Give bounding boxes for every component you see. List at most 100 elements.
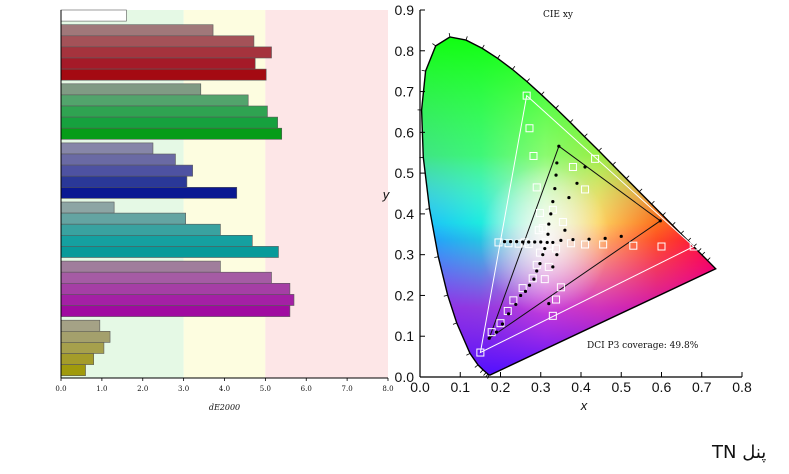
cie-x-tick-label-3: 0.3: [531, 379, 551, 395]
measured-point-17: [514, 302, 518, 307]
measured-point-25: [521, 240, 525, 244]
measured-point-39: [563, 228, 567, 232]
measured-point-36: [583, 165, 587, 169]
reference-target-22: [556, 283, 565, 292]
measured-point-33: [603, 236, 607, 240]
bar-29: [60, 353, 95, 365]
measured-point-40: [555, 253, 559, 257]
cie-x-tick-label-2: 0.2: [491, 379, 511, 395]
measured-point-34: [619, 234, 623, 238]
bar-1: [60, 24, 214, 37]
reference-target-33: [568, 162, 577, 171]
reference-target-39: [558, 218, 567, 227]
reference-target-11: [509, 296, 518, 305]
measured-point-7: [546, 232, 550, 236]
locus-tick-31: [672, 222, 676, 226]
cie-y-tick-label-6: 0.6: [395, 124, 415, 140]
measured-point-22: [502, 240, 507, 244]
locus-tick-17: [481, 44, 485, 49]
bar-5: [60, 68, 267, 81]
bar-14: [60, 175, 188, 188]
locus-tick-28: [639, 188, 643, 192]
cie-y-tick-label-3: 0.3: [395, 247, 415, 263]
locus-tick-27: [625, 175, 630, 179]
locus-tick-5: [474, 364, 479, 368]
locus-tick-3: [483, 372, 487, 376]
measured-point-10: [541, 253, 545, 257]
cie-x-tick-label-4: 0.4: [571, 379, 591, 395]
cie-y-tick-label-9: 0.9: [395, 2, 415, 18]
measured-point-16: [519, 293, 523, 298]
locus-tick-33: [687, 237, 692, 242]
reference-target-29: [599, 240, 608, 249]
measured-point-12: [535, 269, 539, 273]
locus-tick-18: [497, 54, 501, 59]
locus-tick-34: [693, 243, 697, 247]
locus-tick-9: [434, 256, 439, 258]
bar-17: [60, 212, 186, 225]
locus-tick-16: [465, 36, 468, 41]
measured-point-35: [658, 219, 662, 223]
measured-point-14: [527, 283, 532, 287]
reference-target-27: [566, 239, 575, 248]
bar-21: [60, 260, 221, 273]
measured-point-19: [500, 322, 505, 326]
bar-28: [60, 342, 105, 354]
measured-point-15: [523, 289, 528, 293]
bar-x-tick-label-4: 4.0: [219, 385, 230, 393]
locus-tick-30: [662, 212, 666, 216]
reference-target-3: [532, 183, 541, 192]
locus-tick-21: [541, 91, 545, 95]
reference-target-34: [581, 185, 590, 194]
locus-tick-13: [421, 69, 426, 72]
bar-chart-x-label: dE2000: [209, 403, 240, 412]
cie-x-ticks: 0.0 0.1 0.2 0.3 0.4 0.5 0.6 0.7 0.8: [410, 372, 752, 395]
measured-point-13: [532, 277, 536, 281]
bar-26: [60, 319, 101, 332]
cie-y-axis-label: y: [382, 187, 391, 202]
cie-x-tick-label-6: 0.6: [652, 379, 672, 395]
bar-7: [60, 94, 249, 107]
measured-point-11: [538, 262, 542, 266]
cie-x-tick-label-1: 0.1: [451, 379, 471, 395]
bar-0: [60, 9, 127, 22]
measured-point-42: [547, 302, 551, 306]
cie-y-tick-label-2: 0.2: [395, 287, 415, 303]
measured-point-18: [506, 312, 511, 316]
reference-target-13: [496, 319, 505, 328]
measured-point-2: [554, 173, 558, 177]
cie-y-tick-label-0: 0.0: [395, 369, 415, 385]
locus-tick-19: [512, 66, 516, 70]
measured-point-37: [575, 181, 579, 185]
reference-target-4: [535, 209, 544, 218]
cie-y-tick-label-4: 0.4: [395, 206, 415, 222]
bar-16: [60, 201, 115, 214]
locus-tick-23: [569, 119, 574, 123]
measured-point-20: [494, 330, 499, 334]
reference-target-0: [522, 91, 531, 100]
locus-tick-4: [480, 369, 484, 373]
reference-target-17: [504, 239, 513, 248]
zone-2: [265, 10, 388, 378]
bar-19: [60, 235, 253, 247]
measured-point-8: [545, 240, 549, 245]
reference-target-7: [535, 248, 544, 257]
dE2000-bar-chart: 0.0 1.0 2.0 3.0 4.0 5.0 6.0 7.0 8.0 dE2000: [55, 9, 394, 412]
measured-point-5: [549, 212, 553, 216]
cie-x-tick-label-8: 0.8: [732, 379, 752, 395]
bar-8: [60, 105, 268, 118]
measured-point-3: [553, 187, 557, 191]
cie-y-tick-label-8: 0.8: [395, 43, 415, 59]
chromaticity-fill: [421, 37, 716, 375]
bar-x-tick-label-3: 3.0: [178, 385, 189, 393]
reference-target-37: [534, 226, 543, 235]
bar-4: [60, 57, 256, 70]
bar-x-tick-label-6: 6.0: [301, 385, 312, 393]
locus-tick-36: [701, 251, 706, 256]
locus-tick-6: [466, 353, 471, 356]
measured-point-6: [547, 222, 551, 226]
bar-10: [60, 127, 283, 140]
locus-tick-20: [526, 78, 530, 82]
measured-point-29: [551, 240, 555, 245]
